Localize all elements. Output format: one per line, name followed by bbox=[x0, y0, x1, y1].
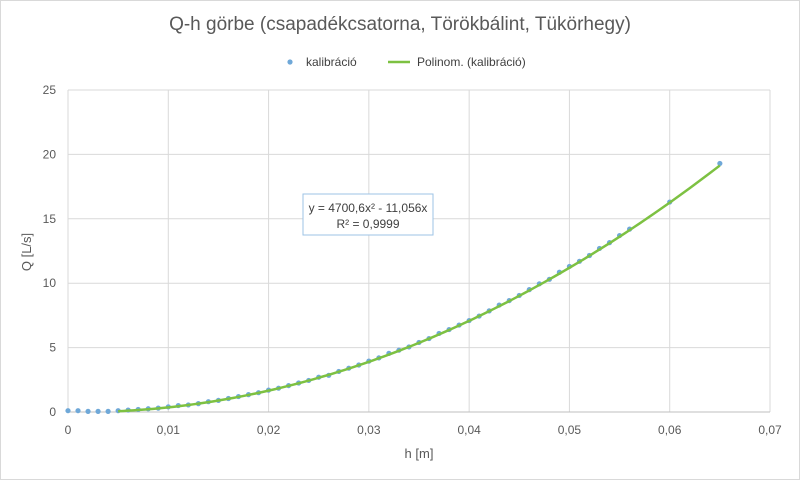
x-tick-label: 0,06 bbox=[658, 423, 682, 437]
legend-marker-calibration bbox=[287, 59, 293, 65]
equation-box-frame bbox=[302, 193, 434, 236]
calibration-point bbox=[65, 408, 71, 414]
y-axis-title: Q [L/s] bbox=[19, 233, 34, 271]
y-tick-label: 15 bbox=[43, 212, 57, 226]
chart-title: Q-h görbe (csapadékcsatorna, Törökbálint… bbox=[169, 14, 631, 35]
x-tick-label: 0 bbox=[65, 423, 72, 437]
equation-label: y = 4700,6x² - 11,056x bbox=[309, 201, 428, 215]
calibration-point bbox=[85, 408, 91, 414]
y-tick-label: 20 bbox=[43, 147, 57, 161]
x-tick-label: 0,07 bbox=[758, 423, 782, 437]
calibration-point bbox=[95, 408, 101, 414]
y-tick-label: 0 bbox=[49, 405, 56, 419]
calibration-point bbox=[75, 408, 81, 414]
equation-box: y = 4700,6x² - 11,056x R² = 0,9999 bbox=[302, 193, 434, 236]
y-axis-ticks: 0 5 10 15 20 25 bbox=[43, 83, 57, 419]
y-tick-label: 5 bbox=[49, 341, 56, 355]
x-tick-label: 0,01 bbox=[157, 423, 181, 437]
x-tick-label: 0,04 bbox=[457, 423, 481, 437]
legend: kalibráció Polinom. (kalibráció) bbox=[287, 55, 526, 69]
x-tick-label: 0,03 bbox=[357, 423, 381, 437]
r-squared-label: R² = 0,9999 bbox=[336, 217, 399, 231]
trendline bbox=[118, 164, 721, 413]
x-axis-title: h [m] bbox=[405, 446, 434, 461]
calibration-point bbox=[717, 160, 723, 167]
y-tick-label: 25 bbox=[43, 83, 57, 97]
legend-label-trendline: Polinom. (kalibráció) bbox=[417, 55, 526, 69]
x-tick-label: 0,02 bbox=[257, 423, 281, 437]
legend-label-calibration: kalibráció bbox=[306, 55, 357, 69]
x-tick-label: 0,05 bbox=[558, 423, 582, 437]
y-tick-label: 10 bbox=[43, 276, 57, 290]
x-axis-ticks: 0 0,01 0,02 0,03 0,04 0,05 0,06 0,07 bbox=[65, 423, 782, 437]
calibration-point bbox=[105, 408, 111, 414]
